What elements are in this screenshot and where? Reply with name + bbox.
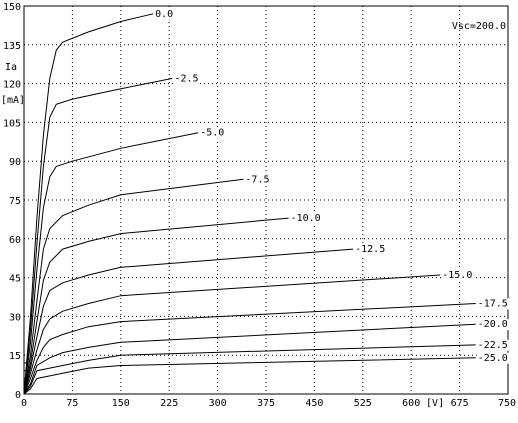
- series-line: [23, 357, 476, 395]
- series-label-bg: [173, 73, 200, 85]
- x-tick-label: 150: [112, 398, 130, 409]
- series: [23, 13, 476, 395]
- x-tick-label: 750: [498, 398, 516, 409]
- y-tick-label: 45: [9, 274, 21, 285]
- x-tick-label: 300: [209, 398, 227, 409]
- series-line: [23, 217, 289, 395]
- x-tick-label: 675: [451, 398, 469, 409]
- x-tick-label: 525: [354, 398, 372, 409]
- series-line: [23, 132, 199, 395]
- series-label: -15.0: [442, 270, 472, 281]
- x-tick-label: 450: [305, 398, 323, 409]
- x-tick-label: 375: [257, 398, 275, 409]
- series-line: [23, 303, 476, 395]
- series-label: -22.5: [478, 340, 508, 351]
- series-label-bg: [441, 270, 474, 282]
- labels: 0.0 -2.5 -5.0 -7.5 -10.0 -12.5 -15.0 -17.5 -20.0…: [154, 8, 509, 364]
- series-label-bg: [154, 8, 175, 20]
- series-line: [23, 344, 476, 395]
- series-label: -5.0: [200, 128, 224, 139]
- series-label-bg: [476, 339, 509, 351]
- x-axis-label: [V]: [426, 398, 444, 409]
- series-line: [23, 178, 244, 395]
- y-tick-label: 90: [9, 157, 21, 168]
- series-label-bg: [289, 213, 322, 225]
- y-tick-label: 60: [9, 235, 21, 246]
- series-label-bg: [476, 352, 509, 364]
- series-label: 0.0: [155, 9, 173, 20]
- x-tick-label: 75: [66, 398, 78, 409]
- series-label: -20.0: [478, 319, 508, 330]
- series-line: [23, 13, 154, 395]
- series-label-bg: [476, 298, 509, 310]
- plot-frame: [23, 5, 509, 395]
- series-label-bg: [476, 319, 509, 331]
- y-tick-label: 120: [3, 80, 21, 91]
- series-label: -7.5: [245, 174, 269, 185]
- x-tick-label: 600: [402, 398, 420, 409]
- series-label: -10.0: [291, 213, 321, 224]
- axes: 0 15 30 45 60 75 90 105 120 135 150 0 75 150 225 300 375…: [1, 2, 516, 409]
- series-label: -2.5: [174, 73, 198, 84]
- vsc-annotation: Vsc=200.0: [452, 21, 506, 32]
- y-tick-label: 0: [15, 390, 21, 401]
- y-tick-label: 30: [9, 312, 21, 323]
- y-tick-label: 135: [3, 41, 21, 52]
- series-label: -25.0: [478, 353, 508, 364]
- series-label-bg: [354, 244, 387, 256]
- y-tick-label: 105: [3, 118, 21, 129]
- series-line: [23, 323, 476, 395]
- y-tick-label: 15: [9, 351, 21, 362]
- y-axis-label: Ia: [5, 62, 17, 73]
- series-label-bg: [244, 174, 271, 186]
- x-tick-label: 0: [21, 398, 27, 409]
- x-tick-label: 225: [160, 398, 178, 409]
- grid: [24, 6, 508, 394]
- y-axis-unit: [mA]: [1, 95, 25, 106]
- series-label-bg: [199, 127, 226, 139]
- series-label: -17.5: [478, 298, 508, 309]
- series-label: -12.5: [355, 244, 385, 255]
- y-tick-label: 150: [3, 2, 21, 13]
- y-tick-label: 75: [9, 196, 21, 207]
- series-line: [23, 77, 173, 395]
- series-line: [23, 248, 354, 395]
- series-line: [23, 274, 441, 395]
